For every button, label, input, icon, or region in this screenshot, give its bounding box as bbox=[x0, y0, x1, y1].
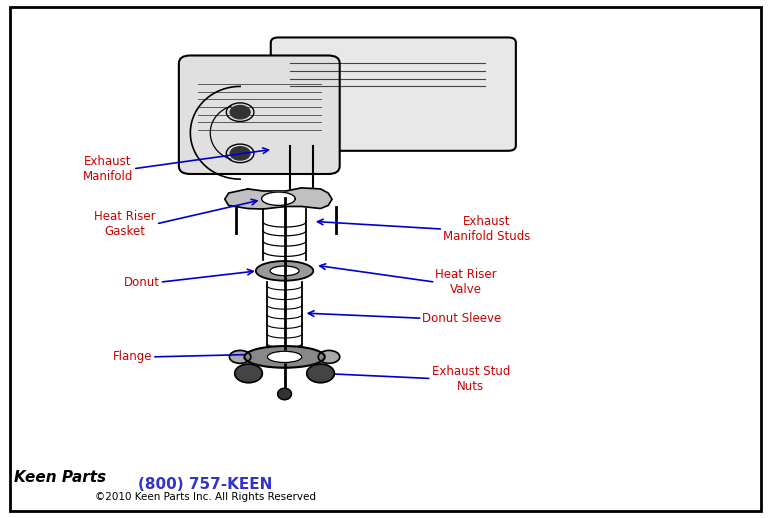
FancyBboxPatch shape bbox=[179, 55, 340, 174]
Text: Flange: Flange bbox=[112, 350, 152, 364]
Text: Exhaust
Manifold: Exhaust Manifold bbox=[82, 155, 133, 183]
Text: (800) 757-KEEN: (800) 757-KEEN bbox=[139, 477, 273, 492]
Ellipse shape bbox=[318, 351, 340, 363]
Ellipse shape bbox=[267, 351, 302, 363]
Ellipse shape bbox=[256, 261, 313, 281]
Circle shape bbox=[235, 364, 263, 383]
Circle shape bbox=[230, 147, 250, 160]
Text: Heat Riser
Gasket: Heat Riser Gasket bbox=[94, 210, 156, 238]
Text: Exhaust
Manifold Studs: Exhaust Manifold Studs bbox=[443, 215, 531, 243]
Polygon shape bbox=[262, 192, 295, 206]
Ellipse shape bbox=[270, 266, 299, 276]
Text: Keen Parts: Keen Parts bbox=[14, 470, 106, 485]
Ellipse shape bbox=[229, 351, 251, 363]
Text: Exhaust Stud
Nuts: Exhaust Stud Nuts bbox=[432, 365, 510, 393]
Circle shape bbox=[306, 364, 334, 383]
Ellipse shape bbox=[278, 388, 292, 400]
FancyBboxPatch shape bbox=[271, 37, 516, 151]
Text: Donut: Donut bbox=[124, 276, 159, 289]
Polygon shape bbox=[225, 188, 332, 209]
Circle shape bbox=[230, 106, 250, 119]
Text: ©2010 Keen Parts Inc. All Rights Reserved: ©2010 Keen Parts Inc. All Rights Reserve… bbox=[95, 492, 316, 502]
Ellipse shape bbox=[244, 346, 325, 368]
Text: Heat Riser
Valve: Heat Riser Valve bbox=[436, 268, 497, 296]
Text: Donut Sleeve: Donut Sleeve bbox=[423, 312, 502, 325]
